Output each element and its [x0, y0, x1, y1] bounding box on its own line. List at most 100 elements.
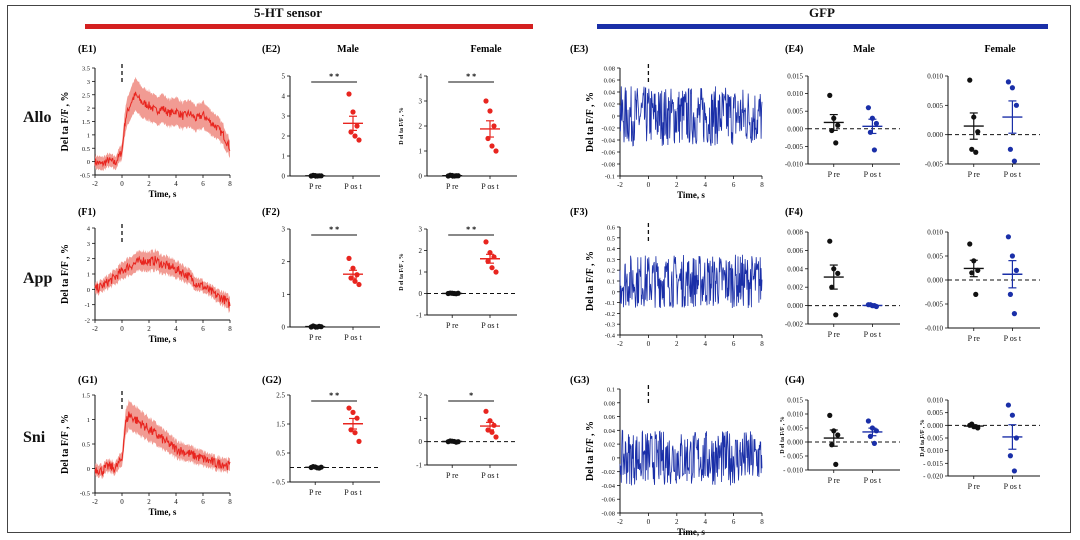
x-category-label: P os t — [1004, 334, 1022, 343]
y-tick-label: 0.000 — [927, 277, 943, 285]
y-tick-label: 0.08 — [604, 400, 615, 407]
x-category-label: P re — [446, 182, 459, 191]
pre-point — [975, 129, 981, 135]
post-point — [1011, 468, 1018, 474]
y-axis-label: D el ta F/F , % — [920, 419, 926, 456]
header-sensor-bar — [85, 24, 533, 29]
row-label-app: App — [23, 270, 52, 287]
header-gfp-title: GFP — [809, 5, 835, 20]
y-tick-label: 3 — [282, 113, 286, 121]
post-point — [873, 120, 880, 127]
y-tick-label: 0.010 — [927, 229, 943, 237]
y-tick-label: -1 — [85, 302, 90, 309]
significance-stars: * — [469, 391, 473, 400]
x-axis-label: Time, s — [149, 334, 177, 344]
panel-label-g4: (G4) — [785, 375, 804, 386]
post-point — [871, 147, 878, 153]
x-tick-label: 4 — [703, 340, 707, 348]
y-tick-label: 0.015 — [787, 73, 803, 81]
x-tick-label: 6 — [201, 325, 205, 333]
y-axis-label: Del ta F/F , % — [585, 92, 596, 152]
significance-stars: * * — [329, 391, 339, 400]
post-point — [356, 137, 362, 143]
chart-f4: -0.002 0.000 0.002 0.004 0.006 0.008 P re P os … — [785, 229, 900, 339]
x-category-label: P re — [309, 488, 322, 497]
x-tick-label: 2 — [147, 325, 151, 333]
y-tick-label: 0 — [612, 114, 615, 121]
y-tick-label: -1 — [416, 312, 422, 320]
y-tick-label: 0 — [419, 438, 423, 446]
y-tick-label: 0.06 — [604, 78, 616, 85]
y-tick-label: 0 — [87, 159, 90, 166]
x-tick-label: 2 — [675, 181, 679, 189]
y-tick-label: -0.02 — [601, 469, 615, 476]
y-axis-label: D el ta F/F , % — [399, 253, 405, 290]
y-tick-label: 0.5 — [82, 146, 90, 153]
post-point — [489, 429, 495, 435]
pre-point — [833, 312, 839, 318]
y-tick-label: 0.010 — [927, 73, 943, 81]
figure-frame — [7, 5, 1071, 533]
post-point — [1007, 453, 1014, 459]
row-label-sni: Sni — [23, 429, 46, 446]
y-tick-label: -0.5 — [80, 491, 90, 498]
y-tick-label: -0.06 — [601, 150, 615, 157]
y-tick-label: 0.000 — [927, 422, 943, 430]
y-tick-label: 3 — [87, 79, 90, 86]
group-title-gfp-female: Female — [984, 44, 1016, 55]
y-tick-label: - 0.010 — [923, 447, 943, 455]
x-tick-label: 0 — [647, 518, 651, 526]
pre-point — [973, 291, 979, 297]
panel-label-f2: (F2) — [262, 207, 280, 218]
post-point — [865, 418, 872, 424]
y-tick-label: -0.002 — [785, 321, 804, 329]
y-tick-label: 0 — [282, 324, 286, 332]
y-tick-label: 0.006 — [787, 247, 803, 255]
y-axis-label: D el ta F/F , % — [780, 416, 786, 453]
post-point — [352, 133, 358, 139]
x-tick-label: 8 — [760, 181, 764, 189]
chart-e1: -0.5 0 0.5 1 1.5 2 2.5 3 3.5 Del ta F/F , % -2 0 2 4 6… — [60, 64, 232, 199]
group-title-gfp-male: Male — [853, 44, 875, 55]
y-tick-label: -0.5 — [80, 173, 90, 180]
post-point — [871, 440, 878, 446]
significance-stars: * * — [466, 225, 476, 234]
trace-line — [94, 255, 231, 308]
y-tick-label: 1 — [419, 269, 423, 277]
y-tick-label: 0.06 — [604, 414, 616, 421]
panel-label-f1: (F1) — [78, 207, 96, 218]
y-tick-label: 3 — [87, 241, 90, 248]
y-tick-label: 0.010 — [927, 397, 943, 405]
y-tick-label: 0.005 — [927, 409, 943, 417]
x-tick-label: -2 — [92, 498, 98, 506]
x-tick-label: 0 — [120, 180, 124, 188]
x-tick-label: 2 — [147, 180, 151, 188]
x-tick-label: 8 — [228, 180, 232, 188]
y-tick-label: 0.002 — [787, 284, 803, 292]
y-tick-label: 0.000 — [787, 302, 803, 310]
x-tick-label: 2 — [675, 518, 679, 526]
post-point — [346, 91, 352, 97]
sem-band — [95, 76, 230, 172]
post-point — [350, 409, 356, 415]
chart-f2b: -1 0 1 2 3 D el ta F/F , % P re P os t * * — [399, 225, 517, 330]
x-tick-label: 6 — [201, 180, 205, 188]
pre-point — [967, 77, 973, 83]
x-tick-label: 4 — [703, 181, 707, 189]
significance-stars: * * — [466, 72, 476, 81]
y-tick-label: 2.5 — [276, 392, 285, 400]
y-tick-label: -0.005 — [925, 301, 944, 309]
y-tick-label: 1 — [87, 132, 90, 139]
post-point — [1007, 146, 1014, 152]
x-tick-label: 0 — [647, 340, 651, 348]
post-point — [1005, 402, 1012, 408]
y-tick-label: 3.5 — [82, 66, 90, 73]
x-tick-label: 0 — [647, 181, 651, 189]
y-tick-label: 0.02 — [604, 442, 615, 449]
x-category-label: P re — [968, 334, 981, 343]
y-tick-label: 0 — [419, 173, 423, 181]
y-tick-label: 0.1 — [607, 279, 615, 286]
y-tick-label: 2 — [419, 392, 423, 400]
pre-point — [827, 412, 833, 418]
trace-line — [619, 429, 763, 486]
